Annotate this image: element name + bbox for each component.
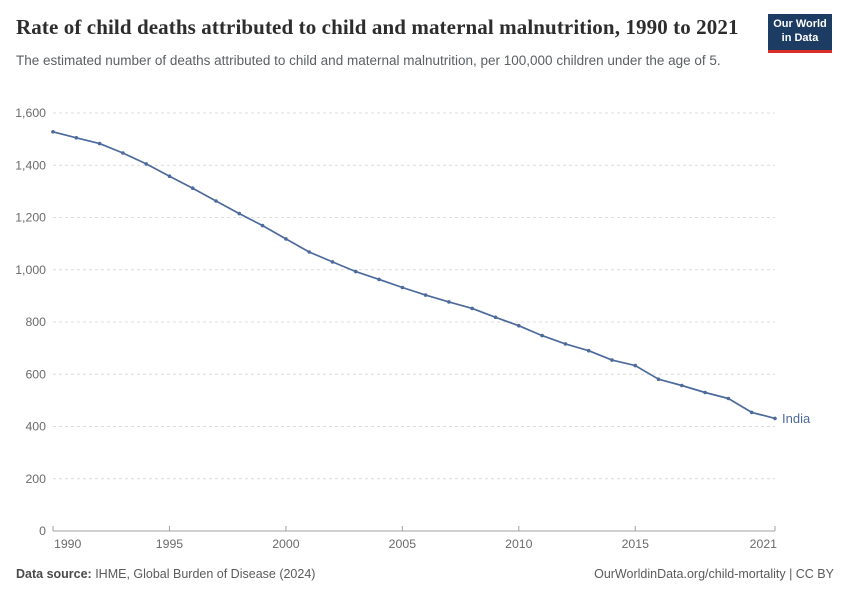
data-point[interactable] [74, 136, 79, 140]
x-tick-label: 1990 [54, 537, 82, 551]
data-point[interactable] [540, 333, 544, 338]
data-point[interactable] [586, 348, 591, 353]
y-tick-label: 600 [25, 367, 46, 381]
data-point[interactable] [517, 323, 521, 328]
data-point[interactable] [773, 416, 777, 421]
data-point[interactable] [51, 130, 55, 134]
data-point[interactable] [423, 293, 428, 297]
owid-logo-line1: Our World [773, 18, 827, 30]
data-point[interactable] [354, 269, 358, 274]
owid-logo-line2: in Data [781, 31, 819, 44]
y-tick-label: 0 [39, 524, 46, 538]
y-tick-label: 1,600 [15, 106, 46, 120]
entity-label[interactable]: India [782, 411, 811, 426]
data-point[interactable] [400, 285, 405, 290]
chart-footer: Data source: IHME, Global Burden of Dise… [16, 567, 834, 581]
y-tick-label: 1,400 [15, 158, 46, 172]
data-point[interactable] [680, 383, 684, 388]
data-point[interactable] [190, 186, 195, 190]
y-tick-label: 1,000 [15, 263, 46, 277]
y-tick-label: 1,200 [15, 211, 46, 225]
data-source-value: IHME, Global Burden of Disease (2024) [91, 567, 316, 581]
data-point[interactable] [563, 342, 568, 346]
data-point[interactable] [284, 237, 288, 241]
data-point[interactable] [307, 250, 312, 254]
chart-title: Rate of child deaths attributed to child… [16, 15, 739, 39]
chart-header: Rate of child deaths attributed to child… [16, 12, 850, 68]
y-tick-label: 800 [25, 315, 46, 329]
data-point[interactable] [97, 141, 102, 146]
y-tick-label: 400 [25, 420, 46, 434]
data-point[interactable] [703, 390, 707, 395]
data-point[interactable] [214, 199, 218, 203]
chart-subtitle: The estimated number of deaths attribute… [16, 53, 721, 69]
data-point[interactable] [726, 396, 731, 401]
data-source-label: Data source: [16, 567, 92, 581]
x-tick-label: 2000 [272, 537, 300, 551]
data-point[interactable] [447, 300, 451, 304]
data-point[interactable] [144, 162, 148, 166]
data-point[interactable] [121, 151, 125, 155]
x-tick-label: 2005 [389, 537, 417, 551]
owid-logo[interactable]: Our World in Data [768, 14, 832, 53]
data-point[interactable] [749, 410, 754, 415]
data-point[interactable] [377, 277, 381, 282]
data-point[interactable] [237, 211, 242, 216]
y-tick-label: 200 [25, 472, 46, 486]
x-tick-label: 1995 [156, 537, 184, 551]
data-point[interactable] [610, 358, 614, 362]
series-line[interactable] [52, 130, 776, 420]
data-point[interactable] [633, 363, 638, 368]
data-point[interactable] [330, 260, 335, 264]
data-point[interactable] [470, 306, 475, 311]
data-point[interactable] [656, 377, 661, 382]
x-tick-label: 2015 [622, 537, 650, 551]
data-point[interactable] [260, 223, 265, 228]
data-point[interactable] [167, 174, 172, 178]
x-tick-label: 2021 [750, 537, 778, 551]
x-tick-label: 2010 [505, 537, 533, 551]
data-point[interactable] [493, 315, 498, 320]
data-source-text: Data source: IHME, Global Burden of Dise… [16, 567, 315, 581]
owid-url-link[interactable]: OurWorldinData.org/child-mortality | CC … [594, 567, 834, 581]
